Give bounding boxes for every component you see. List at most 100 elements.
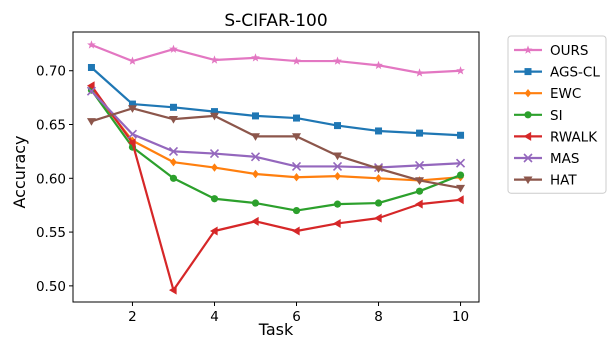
data-point-si [292,206,301,215]
axis-ticks: 2 4 6 8 10 0.50 0.55 0.60 0.65 0.70 [36,64,469,325]
series-hat [86,105,466,193]
y-tick-label: 0.50 [36,279,66,295]
data-point-ags-cl [169,103,177,111]
series-mas [86,86,466,173]
legend-label: OURS [550,43,588,59]
data-point-mas [455,158,466,168]
legend-item-hat: HAT [514,173,577,189]
data-point-ewc [375,174,382,183]
data-point-mas [86,86,97,96]
data-point-rwalk [168,285,177,295]
legend-label: RWALK [550,129,598,145]
legend-marker [523,153,533,163]
data-point-ags-cl [128,100,136,108]
data-point-ags-cl [457,131,465,139]
legend-item-mas: MAS [514,151,579,167]
data-point-hat [374,165,384,174]
data-point-ours [210,55,219,64]
data-point-si [210,195,219,203]
data-point-ags-cl [293,114,301,122]
data-point-rwalk [209,226,218,236]
data-point-mas [332,161,343,172]
data-point-si [415,187,424,195]
x-tick-label: 8 [374,309,383,325]
legend-label: HAT [550,173,577,189]
legend-marker [524,68,532,76]
data-point-si [456,171,465,179]
legend-item-ours: OURS [514,43,588,59]
data-point-ewc [211,163,218,172]
series-line-si [90,89,461,212]
data-point-rwalk [333,218,341,228]
data-point-si [169,174,178,182]
data-point-rwalk [374,213,382,223]
data-point-mas [209,148,220,159]
data-point-rwalk [127,138,136,148]
data-point-ags-cl [251,112,259,120]
data-point-si [374,199,383,207]
data-point-mas [127,129,138,139]
legend-marker [523,131,532,141]
data-point-ours [128,56,137,65]
data-point-rwalk [456,195,464,205]
data-point-hat [456,184,466,193]
data-point-mas [414,160,425,170]
legend-marker [523,45,533,54]
data-point-hat [292,133,302,141]
series-line-rwalk [90,85,461,292]
chart-title: S-CIFAR-100 [224,11,327,31]
x-tick-label: 6 [292,309,301,325]
data-point-ags-cl [334,122,342,130]
legend-box [507,35,607,194]
data-point-rwalk [86,81,95,91]
data-point-ours [251,53,260,62]
legend-item-ags-cl: AGS-CL [514,65,600,81]
data-point-hat [250,133,260,141]
legend-item-si: SI [514,108,563,124]
data-point-ours [87,40,96,49]
data-point-ags-cl [87,63,95,71]
plot-frame [72,31,480,303]
series-ags-cl [87,63,465,139]
data-point-hat [415,177,425,185]
data-point-hat [168,115,178,124]
data-point-ags-cl [210,108,218,116]
legend-label: AGS-CL [550,65,600,81]
data-point-ours [415,68,424,77]
series-ewc [88,84,464,185]
legend-marker [523,176,533,185]
legend-label: EWC [550,86,581,102]
series-rwalk [86,81,464,295]
data-point-ours [333,56,342,65]
series-line-hat [91,107,461,190]
data-point-rwalk [250,216,259,226]
data-point-ags-cl [375,127,383,135]
y-tick-label: 0.55 [36,225,66,241]
data-point-rwalk [292,226,300,236]
y-tick-label: 0.70 [36,64,66,80]
data-point-hat [333,152,343,161]
data-point-ours [292,56,301,65]
data-point-hat [209,112,219,121]
data-point-si [251,199,260,207]
series-line-ours [91,43,461,74]
x-tick-label: 10 [452,309,469,325]
legend-item-rwalk: RWALK [514,129,598,145]
legend-marker [524,89,532,98]
series-ours [87,40,465,77]
data-point-mas [250,152,261,162]
data-point-ours [456,66,465,75]
legend-item-ewc: EWC [514,86,581,102]
y-tick-label: 0.65 [36,118,66,134]
data-point-ewc [293,173,300,182]
data-point-ours [169,44,178,53]
series-line-mas [90,90,461,169]
data-point-hat [86,118,96,126]
y-tick-label: 0.60 [36,171,66,187]
data-point-ewc [252,169,259,179]
data-point-ewc [334,171,341,181]
x-tick-label: 4 [210,309,219,325]
legend-label: SI [550,108,563,124]
data-point-ags-cl [416,129,424,137]
